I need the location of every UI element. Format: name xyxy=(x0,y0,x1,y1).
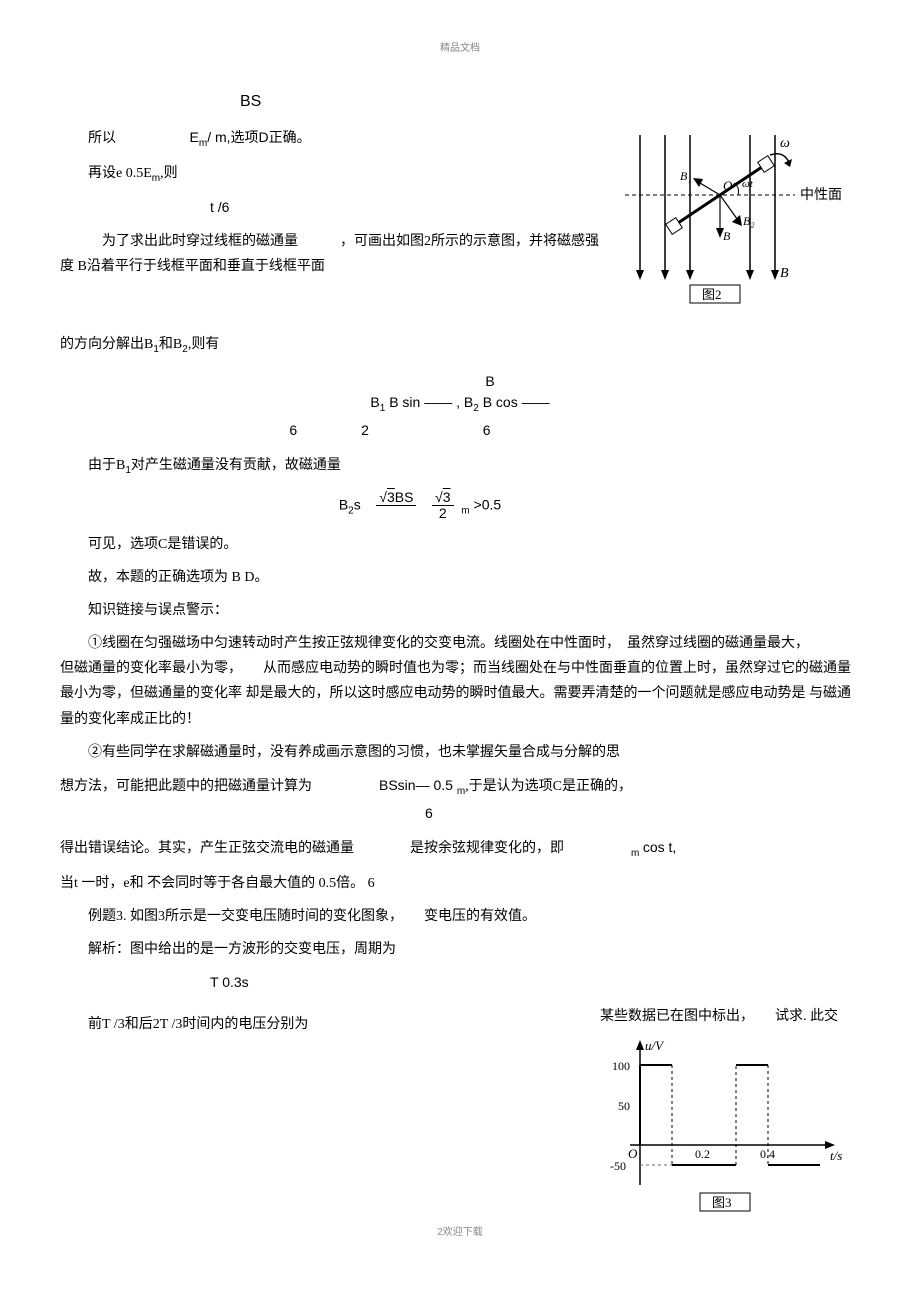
fig3-ylabel: u/V xyxy=(645,1038,665,1053)
fig3-xtick-02: 0.2 xyxy=(695,1147,710,1161)
para-note5: 当t 一时，e和 不会同时等于各自最大值的 0.5倍。 6 xyxy=(60,871,860,896)
para-c-wrong: 可见，选项C是错误的。 xyxy=(60,532,860,557)
fig3-caption: 图3 xyxy=(712,1195,732,1210)
fig2-o: O xyxy=(723,178,733,193)
fig2-b-small: B xyxy=(723,229,731,243)
para-ex3b: 解析：图中给出的是一方波形的交变电压，周期为 xyxy=(88,937,860,962)
fig3-ytick-neg50: -50 xyxy=(610,1159,626,1173)
para-note1: ①线圈在匀强磁场中匀速转动时产生按正弦规律变化的交变电流。线圈处在中性面时， 虽… xyxy=(60,631,860,732)
formula-phi: B2s √3BS x √3 2 m >0.5 xyxy=(0,490,860,522)
para-ex3d: 某些数据已在图中标出， 试求. 此交 xyxy=(600,1004,860,1029)
fig2-b2: B₂ xyxy=(743,214,755,228)
para-answer: 故，本题的正确选项为 B D。 xyxy=(60,565,860,590)
footer: 2欢迎下载 xyxy=(60,1224,860,1242)
line-t03: T 0.3s xyxy=(210,970,860,995)
formula-bs: BS xyxy=(240,88,860,117)
para-ex3c: 前T /3和后2T /3时间内的电压分别为 xyxy=(88,1012,600,1037)
fig3-origin: O xyxy=(628,1146,638,1161)
fig2-neutral: 中性面 xyxy=(800,187,842,203)
para-flux2: 的方向分解出B1和B2,则有 xyxy=(60,332,860,359)
fig2-b1: B₁ xyxy=(680,169,692,183)
figure-2-container: ω O ωt B₁ B₂ B B 中性面 图2 xyxy=(620,125,860,314)
fig3-xlabel: t/s xyxy=(830,1148,842,1163)
fig3-ytick-50: 50 xyxy=(618,1099,630,1113)
para-knowledge: 知识链接与误点警示： xyxy=(60,598,860,623)
para-note2: ②有些同学在求解磁通量时，没有养成画示意图的习惯，也未掌握矢量合成与分解的思 xyxy=(60,740,860,765)
para-note3: 想方法，可能把此题中的把磁通量计算为 BSsin— 0.5 m,于是认为选项C是… xyxy=(60,773,860,827)
fig2-b-big: B xyxy=(780,266,789,281)
figure-3-svg: 100 50 -50 u/V O 0.2 0.4 t/s 图3 xyxy=(600,1025,860,1215)
fig2-omega: ω xyxy=(780,136,790,151)
para-b1-contrib: 由于B1对产生磁通量没有贡献，故磁通量 xyxy=(60,453,860,480)
fig2-omegat: ωt xyxy=(742,178,754,190)
para-note4: 得出错误结论。其实，产生正弦交流电的磁通量 是按余弦规律变化的，即 m cos … xyxy=(60,835,860,863)
para-ex3a: 例题3. 如图3所示是一交变电压随时间的变化图象， 变电压的有效值。 xyxy=(88,904,860,929)
fig2-caption: 图2 xyxy=(702,287,722,302)
header-watermark: 精品文档 xyxy=(60,40,860,58)
fig3-ytick-100: 100 xyxy=(612,1059,630,1073)
formula-decompose: B B1 B sin —— , B2 B cos —— 6 2 6 xyxy=(60,369,860,443)
figure-3-container: 100 50 -50 u/V O 0.2 0.4 t/s 图3 xyxy=(600,1025,860,1224)
figure-2-svg: ω O ωt B₁ B₂ B B 中性面 图2 xyxy=(620,125,860,305)
